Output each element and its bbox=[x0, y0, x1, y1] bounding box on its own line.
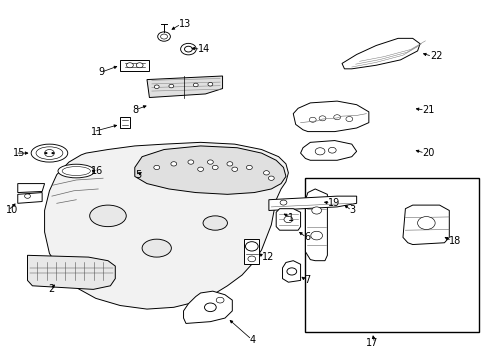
Circle shape bbox=[319, 116, 325, 121]
Circle shape bbox=[187, 160, 193, 164]
Circle shape bbox=[286, 268, 296, 275]
Text: 18: 18 bbox=[448, 236, 461, 246]
Circle shape bbox=[51, 152, 54, 154]
Text: 21: 21 bbox=[422, 105, 434, 115]
Text: 2: 2 bbox=[48, 284, 55, 294]
Polygon shape bbox=[244, 239, 259, 264]
Circle shape bbox=[280, 200, 286, 205]
Polygon shape bbox=[276, 209, 300, 230]
Text: 11: 11 bbox=[91, 127, 103, 136]
Text: 22: 22 bbox=[429, 51, 441, 61]
Circle shape bbox=[284, 216, 292, 223]
Circle shape bbox=[197, 167, 203, 171]
Circle shape bbox=[207, 160, 213, 164]
Circle shape bbox=[315, 148, 325, 155]
Text: 16: 16 bbox=[91, 166, 103, 176]
Circle shape bbox=[168, 84, 173, 88]
Polygon shape bbox=[282, 261, 300, 282]
Circle shape bbox=[309, 117, 316, 122]
Circle shape bbox=[216, 297, 224, 303]
Polygon shape bbox=[300, 140, 356, 160]
Circle shape bbox=[417, 217, 434, 229]
Text: 14: 14 bbox=[198, 44, 210, 54]
Circle shape bbox=[44, 152, 47, 154]
Text: 3: 3 bbox=[348, 206, 355, 216]
Text: 6: 6 bbox=[304, 232, 309, 242]
Circle shape bbox=[154, 165, 159, 170]
Circle shape bbox=[204, 303, 216, 312]
Polygon shape bbox=[18, 193, 42, 203]
Ellipse shape bbox=[58, 164, 94, 178]
Polygon shape bbox=[183, 291, 232, 323]
Circle shape bbox=[180, 43, 196, 55]
Polygon shape bbox=[27, 255, 115, 289]
Circle shape bbox=[44, 149, 54, 157]
Circle shape bbox=[247, 256, 255, 262]
Circle shape bbox=[328, 147, 335, 153]
Text: 17: 17 bbox=[366, 338, 378, 348]
Circle shape bbox=[333, 115, 340, 120]
Ellipse shape bbox=[36, 147, 63, 159]
Circle shape bbox=[193, 83, 198, 87]
Text: 13: 13 bbox=[178, 19, 190, 29]
Circle shape bbox=[310, 231, 322, 240]
Bar bbox=[305, 178, 478, 332]
Circle shape bbox=[311, 207, 321, 214]
Circle shape bbox=[345, 117, 352, 122]
Text: 12: 12 bbox=[261, 252, 273, 262]
Polygon shape bbox=[402, 205, 448, 244]
Text: 15: 15 bbox=[13, 148, 25, 158]
Circle shape bbox=[126, 63, 133, 68]
Text: 1: 1 bbox=[288, 213, 294, 222]
Text: 7: 7 bbox=[304, 275, 309, 285]
Polygon shape bbox=[44, 142, 288, 309]
Text: 5: 5 bbox=[135, 170, 141, 180]
Polygon shape bbox=[147, 76, 222, 98]
Ellipse shape bbox=[62, 167, 90, 176]
Polygon shape bbox=[135, 146, 285, 194]
Polygon shape bbox=[268, 196, 356, 211]
Ellipse shape bbox=[89, 205, 126, 226]
Ellipse shape bbox=[142, 239, 171, 257]
Circle shape bbox=[24, 194, 30, 198]
Polygon shape bbox=[305, 189, 327, 261]
Polygon shape bbox=[120, 117, 130, 128]
Ellipse shape bbox=[31, 144, 68, 162]
Circle shape bbox=[226, 162, 232, 166]
Circle shape bbox=[245, 242, 258, 251]
Circle shape bbox=[231, 167, 237, 171]
Circle shape bbox=[268, 176, 274, 180]
Text: 4: 4 bbox=[249, 334, 255, 345]
Polygon shape bbox=[293, 101, 368, 132]
Polygon shape bbox=[341, 39, 419, 69]
Circle shape bbox=[263, 171, 269, 175]
Circle shape bbox=[212, 165, 218, 170]
Circle shape bbox=[136, 63, 143, 68]
Circle shape bbox=[170, 162, 176, 166]
Ellipse shape bbox=[203, 216, 227, 230]
Text: 10: 10 bbox=[5, 206, 18, 216]
Circle shape bbox=[160, 34, 167, 39]
Polygon shape bbox=[18, 184, 44, 193]
Text: 19: 19 bbox=[328, 198, 340, 208]
Circle shape bbox=[184, 46, 192, 52]
Circle shape bbox=[246, 165, 252, 170]
Circle shape bbox=[207, 82, 212, 86]
Text: 9: 9 bbox=[98, 67, 104, 77]
Circle shape bbox=[158, 32, 170, 41]
Text: 8: 8 bbox=[132, 105, 138, 115]
Circle shape bbox=[154, 85, 159, 89]
Text: 20: 20 bbox=[422, 148, 434, 158]
Polygon shape bbox=[120, 60, 149, 71]
